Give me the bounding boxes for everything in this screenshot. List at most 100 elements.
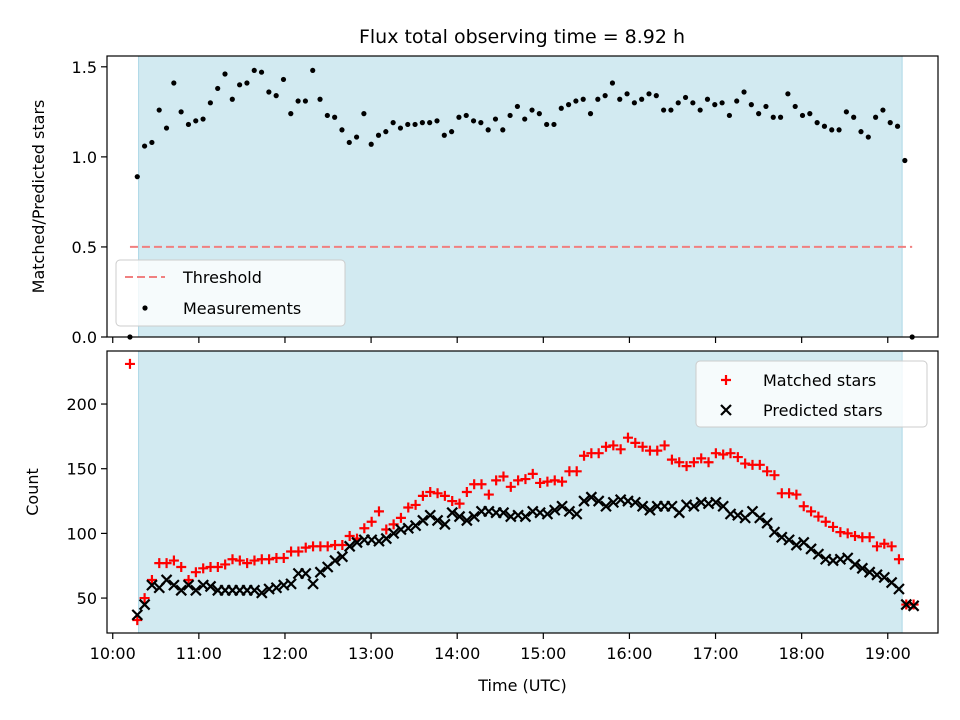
predicted-star-point: [314, 566, 327, 578]
predicted-star-point: [775, 531, 788, 544]
predicted-star-point: [548, 504, 561, 516]
matched-star-point: [732, 452, 743, 463]
predicted-star-point: [856, 562, 869, 575]
matched-star-point: [630, 437, 641, 448]
measurement-point: [697, 107, 703, 113]
measurement-point: [631, 100, 637, 106]
predicted-star-point: [768, 526, 781, 538]
x-tick-label: 16:00: [606, 644, 652, 663]
matched-star-point: [527, 468, 538, 479]
matched-star-point: [300, 542, 311, 553]
matched-star-point: [886, 541, 897, 552]
measurement-point: [646, 91, 652, 97]
matched-star-point: [850, 530, 861, 541]
predicted-star-point: [519, 510, 532, 523]
matched-star-point: [132, 615, 143, 626]
measurement-point: [251, 67, 257, 74]
matched-star-point: [513, 475, 524, 486]
predicted-star-point: [439, 518, 451, 531]
measurement-point: [163, 125, 170, 131]
measurement-point: [821, 123, 828, 129]
matched-star-point: [784, 488, 795, 499]
legend-measurements-label: Measurements: [183, 299, 301, 318]
measurement-point: [288, 111, 294, 117]
predicted-star-point: [607, 496, 620, 509]
measurement-point: [792, 103, 798, 110]
predicted-star-point: [585, 491, 598, 503]
matched-star-point: [491, 475, 502, 486]
matched-star-point: [835, 527, 846, 538]
predicted-star-point: [256, 587, 268, 599]
bottom-legend: Matched stars Predicted stars: [695, 360, 928, 428]
measurement-point: [244, 80, 250, 86]
measurement-point: [529, 107, 535, 113]
predicted-star-point: [556, 500, 568, 513]
top-y-axis-label: Matched/Predicted stars: [29, 100, 48, 294]
predicted-star-point: [497, 506, 510, 519]
y-tick-label: 0.5: [72, 238, 97, 257]
predicted-star-point: [878, 571, 891, 584]
matched-star-point: [828, 521, 839, 532]
predicted-star-point: [402, 522, 415, 534]
matched-star-point: [359, 523, 370, 534]
predicted-star-point: [168, 579, 180, 591]
top-axes-frame: [106, 55, 939, 338]
matched-star-point: [871, 541, 882, 552]
matched-star-point: [637, 441, 648, 452]
measurement-point: [807, 111, 813, 117]
measurement-point: [449, 129, 455, 135]
measurement-point: [332, 114, 338, 120]
measurement-point: [609, 80, 616, 86]
matched-star-point: [425, 487, 436, 497]
matched-star-point: [681, 461, 692, 472]
predicted-star-point: [453, 510, 466, 523]
measurement-point: [456, 114, 462, 120]
measurement-point: [141, 143, 148, 149]
measurement-point: [237, 82, 243, 88]
predicted-star-point: [812, 548, 825, 560]
x-tick-label: 18:00: [779, 644, 825, 663]
matched-star-point: [520, 474, 531, 485]
matched-star-point: [615, 444, 626, 455]
matched-star-point: [557, 476, 568, 487]
measurement-point: [777, 114, 784, 120]
measurement-point: [587, 111, 594, 117]
measurement-point: [851, 114, 857, 120]
matched-star-point: [293, 546, 304, 557]
matched-star-point: [439, 490, 450, 501]
y-tick-label: 1.0: [72, 148, 97, 167]
predicted-star-point: [285, 578, 297, 590]
y-tick-label: 50: [77, 589, 97, 608]
matched-star-point: [622, 432, 633, 443]
top-legend: Threshold Measurements: [115, 259, 346, 327]
measurement-point: [171, 80, 177, 86]
matched-star-point: [220, 559, 231, 570]
matched-star-point: [410, 499, 421, 510]
measurement-point: [383, 129, 389, 135]
matched-star-point: [740, 458, 751, 469]
measurement-point: [375, 132, 382, 138]
measurement-point: [492, 116, 499, 122]
y-tick-label: 150: [66, 460, 97, 479]
predicted-star-point: [783, 534, 795, 546]
predicted-star-point: [754, 512, 766, 524]
matched-star-point: [754, 459, 765, 470]
predicted-star-point: [578, 495, 590, 507]
measurement-point: [193, 118, 199, 124]
measurement-point: [463, 112, 469, 119]
chart-title: Flux total observing time = 8.92 h: [359, 26, 685, 48]
matched-star-point: [535, 477, 546, 488]
measurement-point: [690, 100, 696, 106]
measurement-point: [134, 174, 140, 180]
measurement-point: [324, 112, 330, 119]
matched-star-point: [652, 445, 663, 456]
legend-matched-label: Matched stars: [763, 371, 876, 390]
legend-box: [695, 360, 928, 428]
measurement-point: [156, 107, 162, 113]
predicted-star-point: [710, 496, 722, 509]
bottom-axes-frame: [106, 350, 939, 634]
matched-star-point: [806, 506, 817, 517]
predicted-star-point: [160, 574, 173, 586]
measurement-point: [741, 89, 747, 95]
measurement-point: [207, 100, 213, 106]
